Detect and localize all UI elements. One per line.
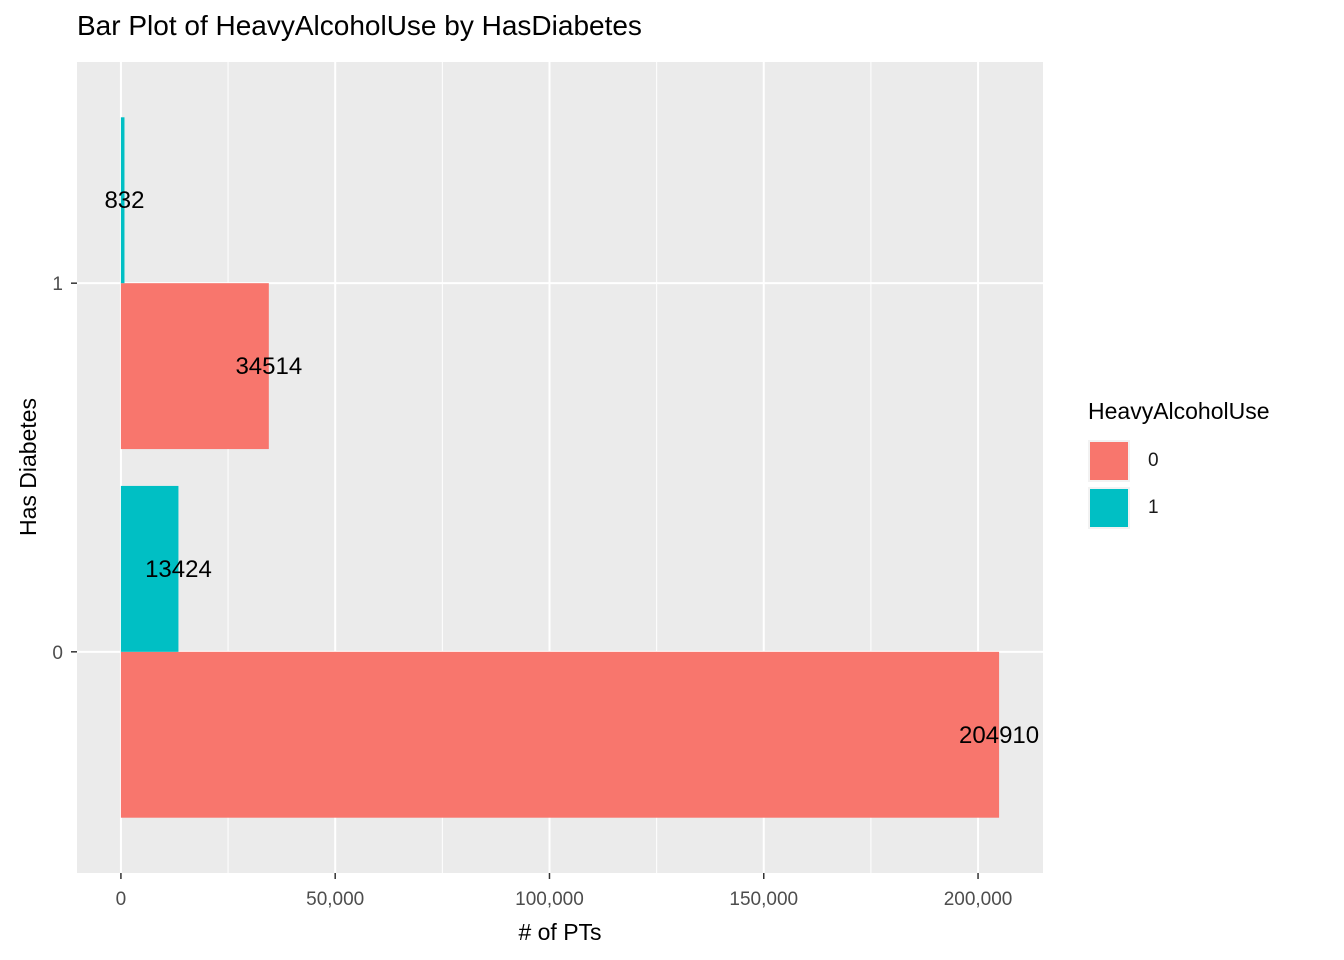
data-label-series-1-cat-1: 832 [104, 187, 144, 214]
bar-series-1-cat-0 [120, 485, 179, 652]
x-tick-label: 50,000 [306, 889, 364, 910]
bar-series-0-cat-1 [120, 283, 269, 450]
data-label-series-0-cat-1: 34514 [235, 353, 302, 380]
y-axis: 01 [52, 274, 77, 664]
legend-label-1: 1 [1148, 496, 1159, 518]
legend-label-0: 0 [1148, 449, 1159, 471]
legend-title: HeavyAlcoholUse [1088, 398, 1270, 424]
x-axis-title: # of PTs [518, 919, 601, 945]
y-axis-title: Has Diabetes [15, 398, 41, 536]
data-labels: 204910 34514 13424 832 [104, 187, 1039, 749]
legend-key-0 [1088, 439, 1130, 482]
bars [120, 117, 1000, 818]
legend-key-1 [1088, 486, 1130, 529]
x-tick-label: 200,000 [944, 889, 1013, 910]
x-tick-label: 0 [116, 889, 127, 910]
x-axis: 0 50,000 100,000 150,000 200,000 [116, 873, 1013, 910]
x-tick-label: 100,000 [515, 889, 584, 910]
data-label-series-0-cat-0: 204910 [959, 722, 1039, 749]
legend-item-1: 1 [1088, 484, 1270, 531]
x-tick-label: 150,000 [729, 889, 798, 910]
y-tick-label: 1 [52, 274, 63, 295]
legend-item-0: 0 [1088, 437, 1270, 484]
bar-series-1-cat-1 [120, 117, 125, 284]
chart-title: Bar Plot of HeavyAlcoholUse by HasDiabet… [77, 10, 642, 41]
data-label-series-1-cat-0: 13424 [145, 556, 212, 583]
y-tick-label: 0 [52, 643, 63, 664]
bar-series-0-cat-0 [120, 651, 1000, 818]
legend: HeavyAlcoholUse 0 1 [1088, 398, 1270, 531]
